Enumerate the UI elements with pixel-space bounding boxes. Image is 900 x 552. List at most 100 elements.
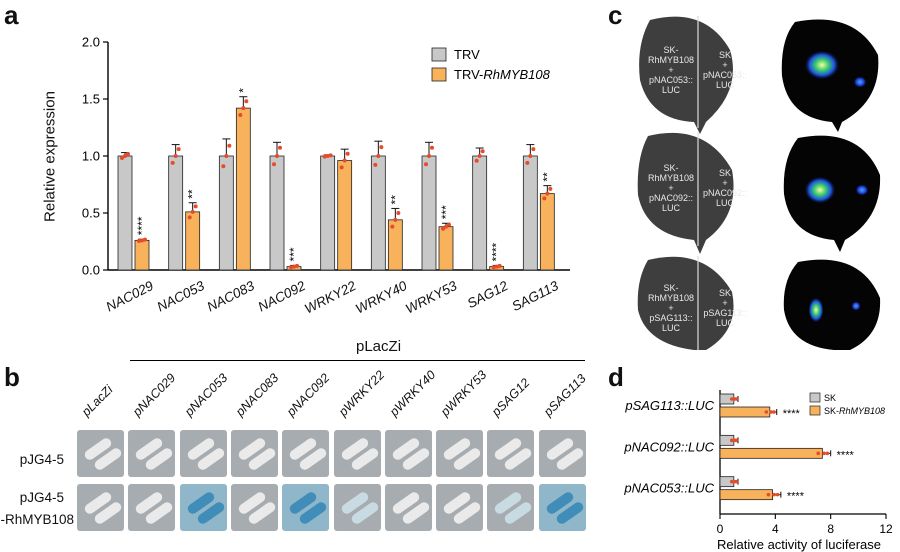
plate-pjg45 (230, 430, 278, 477)
panel-letter-d: d (608, 362, 624, 392)
legend-swatch (809, 405, 821, 416)
significance-marker: **** (837, 449, 855, 461)
replicate-point (373, 162, 378, 167)
replicate-point (734, 438, 739, 443)
replicate-point (542, 196, 547, 201)
plate-pjg45 (179, 430, 227, 477)
replicate-point (477, 154, 482, 158)
replicate-point (393, 217, 398, 222)
replicate-point (494, 264, 499, 269)
replicate-point (278, 145, 282, 150)
plate-pjg45-rhmyb108 (230, 484, 278, 531)
replicate-point (345, 151, 350, 156)
significance-marker: **** (783, 408, 801, 420)
plate-pjg45-rhmyb108 (384, 484, 432, 531)
leaf-label-1-left: SK- RhMYB108 + pNAC053:: LUC (648, 45, 695, 95)
legend-swatch (431, 47, 447, 62)
panel-letter-c: c (608, 0, 623, 30)
replicate-point (390, 224, 395, 229)
plate-pjg45 (333, 430, 381, 477)
x-tick-label: 12 (879, 522, 893, 536)
plate-pjg45 (487, 430, 535, 477)
replicate-point (137, 239, 141, 244)
bar-sk-rhmyb108 (719, 406, 771, 418)
significance-marker: ** (388, 195, 402, 205)
replicate-point (376, 154, 381, 158)
significance-marker: **** (135, 216, 149, 235)
replicate-point (187, 215, 192, 220)
x-tick-label: 4 (772, 522, 779, 536)
replicate-point (126, 151, 130, 156)
plate-column-label: pWRKY53 (438, 367, 490, 419)
y-tick-label: 2.0 (82, 35, 100, 50)
bar-trv (320, 155, 336, 271)
replicate-point (772, 410, 776, 414)
legend-label: TRV-RhMYB108 (454, 67, 551, 82)
replicate-point (766, 492, 771, 497)
significance-marker: ** (540, 172, 554, 182)
legend-label-italic: RhMYB108 (839, 406, 885, 416)
bar-trv-rhmyb108 (337, 160, 353, 271)
replicate-point (244, 99, 249, 104)
legend-label: SK-RhMYB108 (824, 406, 885, 416)
bar-sk-rhmyb108 (719, 447, 823, 459)
bar-trv (421, 155, 437, 271)
replicate-point (531, 147, 536, 152)
replicate-point (430, 145, 434, 150)
bar-trv (117, 155, 133, 271)
replicate-point (289, 265, 293, 270)
plate-column-label: pNAC053 (181, 370, 230, 419)
replicate-point (424, 162, 428, 167)
plate-pjg45-rhmyb108 (487, 484, 535, 531)
leaf-label-3-right: SK + pSAG113:: LUC (703, 288, 747, 328)
bar-trv-rhmyb108 (438, 226, 454, 271)
y-tick-label: 0.0 (82, 263, 100, 278)
leaf-bright-2 (637, 132, 734, 254)
replicate-point (764, 410, 769, 414)
y-tick-label: 1.5 (82, 92, 100, 107)
replicate-point (193, 204, 198, 209)
replicate-point (238, 112, 243, 117)
plate-column-label: pWRKY22 (335, 367, 387, 419)
replicate-point (272, 162, 276, 167)
plate-pjg45 (77, 430, 124, 477)
significance-marker: *** (439, 205, 453, 219)
replicate-point (729, 479, 734, 484)
replicate-point (224, 154, 229, 158)
replicate-point (734, 397, 739, 401)
plate-pjg45-rhmyb108 (179, 484, 227, 531)
chart-d-xlabel: Relative activity of luciferase (717, 537, 881, 552)
replicate-point (173, 154, 178, 158)
replicate-point (427, 154, 431, 158)
replicate-point (775, 492, 780, 497)
plate-column-label: pSAG113 (540, 371, 589, 419)
replicate-point (325, 154, 330, 158)
bar-trv (370, 155, 386, 271)
leaf-label-2-left: SK- RhMYB108 + pNAC092:: LUC (648, 163, 695, 213)
replicate-point (441, 226, 445, 231)
panel-c-images (637, 16, 881, 350)
leaf-luminescence-3 (783, 259, 881, 350)
replicate-point (474, 158, 479, 163)
plate-pjg45-rhmyb108 (282, 484, 330, 531)
replicate-point (545, 191, 550, 196)
chart-a: 0.00.51.01.52.0*********************TRVT… (82, 35, 570, 278)
leaf-luminescence-1 (781, 19, 879, 132)
plate-pjg45-rhmyb108 (128, 484, 176, 531)
panel-letter-b: b (4, 362, 20, 392)
bar-trv (269, 155, 285, 271)
replicate-point (342, 158, 347, 163)
x-tick-label: 0 (717, 522, 724, 536)
replicate-point (170, 160, 175, 165)
bar-trv-rhmyb108 (539, 193, 555, 271)
leaf-label-1-right: SK + pNAC053:: LUC (702, 50, 748, 90)
plate-column-label: pLacZi (79, 382, 116, 419)
bar-trv-rhmyb108 (185, 211, 201, 271)
replicate-point (491, 265, 496, 270)
replicate-point (772, 492, 777, 497)
replicate-point (295, 263, 299, 268)
legend-label: SK (824, 393, 836, 403)
replicate-point (120, 156, 124, 161)
significance-marker: **** (787, 491, 805, 503)
bar-trv (472, 155, 488, 271)
